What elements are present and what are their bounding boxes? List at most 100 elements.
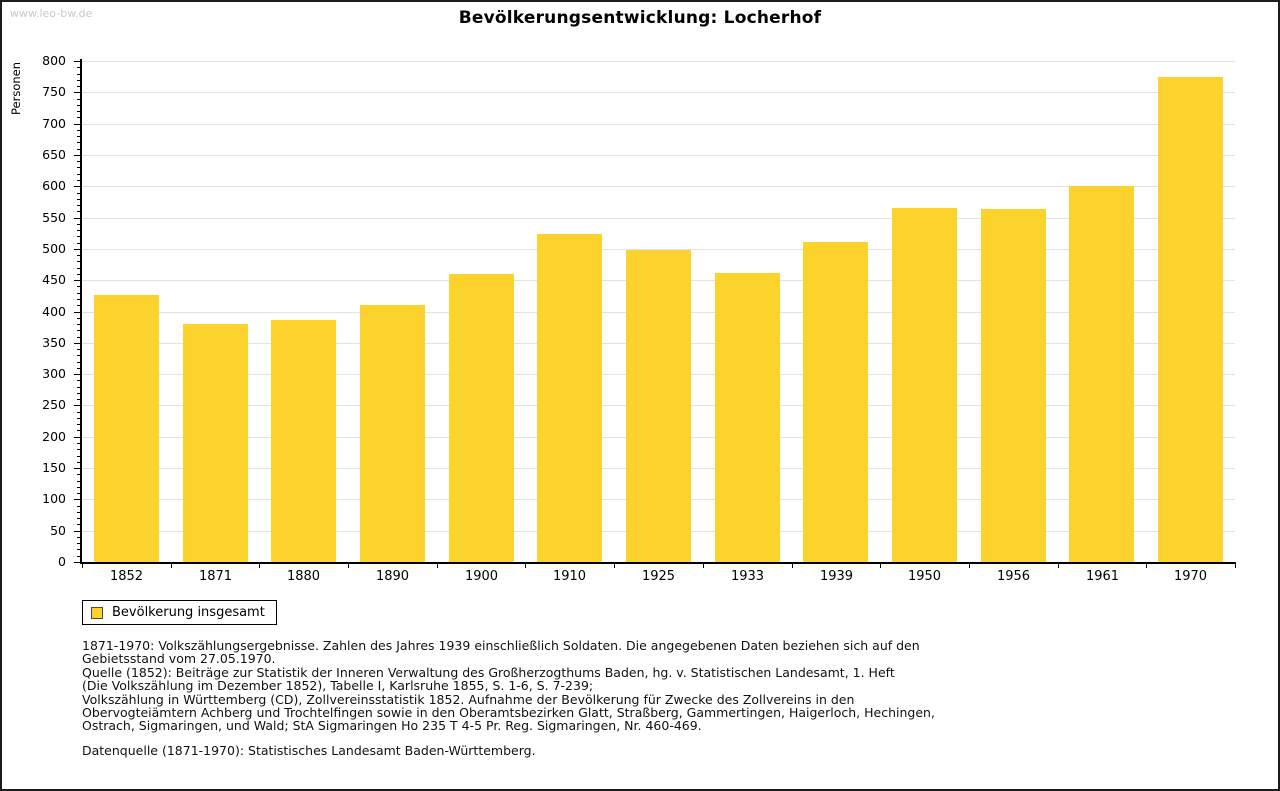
y-tick-label: 750 xyxy=(42,84,66,100)
y-minor-tick xyxy=(77,173,80,175)
y-minor-tick xyxy=(77,536,80,538)
y-minor-tick xyxy=(77,98,80,100)
y-minor-tick xyxy=(77,79,80,81)
y-minor-tick xyxy=(77,455,80,457)
y-minor-tick xyxy=(77,261,80,263)
y-major-tick xyxy=(74,92,80,94)
y-minor-tick xyxy=(77,161,80,163)
bar xyxy=(183,324,248,562)
y-minor-tick xyxy=(77,511,80,513)
y-tick-label: 50 xyxy=(50,522,66,538)
y-minor-tick xyxy=(77,198,80,200)
x-boundary-tick xyxy=(614,564,615,568)
gridline xyxy=(82,61,1235,62)
page-title: Bevölkerungsentwicklung: Locherhof xyxy=(458,8,822,28)
x-tick-label: 1852 xyxy=(109,569,144,584)
footnotes: 1871-1970: Volkszählungsergebnisse. Zahl… xyxy=(82,639,935,758)
y-minor-tick xyxy=(77,486,80,488)
y-minor-tick xyxy=(77,292,80,294)
x-axis: 1852 1871 1880 1890 1900 1910 1925 1933 1939 1950… xyxy=(82,564,1236,586)
footnote-line: Gebietsstand vom 27.05.1970. xyxy=(82,651,276,667)
bar xyxy=(537,234,602,562)
y-minor-tick xyxy=(77,167,80,169)
y-minor-tick xyxy=(77,355,80,357)
y-minor-tick xyxy=(77,205,80,207)
y-minor-tick xyxy=(77,136,80,138)
y-minor-tick xyxy=(77,443,80,444)
y-minor-tick xyxy=(77,524,80,526)
y-major-tick xyxy=(74,61,80,62)
gridline xyxy=(82,248,1235,250)
legend-swatch-icon xyxy=(91,606,103,619)
y-tick-label: 250 xyxy=(42,397,66,413)
y-tick-label: 300 xyxy=(42,366,66,382)
y-minor-tick xyxy=(77,148,80,150)
y-minor-tick xyxy=(77,474,80,476)
y-tick-label: 550 xyxy=(42,209,66,225)
footnote-line: (Die Volkszählung im Dezember 1852), Tab… xyxy=(82,678,594,694)
gridline xyxy=(82,92,1235,94)
footnote-lines: 1871-1970: Volkszählungsergebnisse. Zahl… xyxy=(82,639,935,733)
footnote-line: Volkszählung in Württemberg (CD), Zollve… xyxy=(82,691,855,707)
y-minor-tick xyxy=(77,424,80,426)
bar xyxy=(271,320,336,562)
y-minor-tick xyxy=(77,380,80,382)
bar xyxy=(892,208,957,562)
y-minor-tick xyxy=(77,411,80,413)
bar xyxy=(803,242,868,562)
y-tick-label: 500 xyxy=(42,240,66,256)
footnote-line: Obervogteiämtern Achberg und Trochtelfin… xyxy=(82,705,935,721)
y-minor-tick xyxy=(77,336,80,338)
y-major-tick xyxy=(74,123,80,125)
x-boundary-tick xyxy=(1058,564,1059,568)
y-minor-tick xyxy=(77,555,80,557)
legend-label: Bevölkerung insgesamt xyxy=(112,605,265,620)
x-boundary-tick xyxy=(437,564,438,568)
x-boundary-tick xyxy=(792,564,793,568)
x-tick-label: 1900 xyxy=(464,569,499,584)
y-minor-tick xyxy=(77,324,80,326)
y-minor-tick xyxy=(77,73,80,75)
y-minor-tick xyxy=(77,242,80,244)
x-tick-label: 1961 xyxy=(1085,569,1120,584)
watermark: www.leo-bw.de xyxy=(10,7,93,20)
y-minor-tick xyxy=(77,417,80,419)
y-major-tick xyxy=(74,405,80,407)
y-minor-tick xyxy=(77,361,80,363)
x-boundary-tick xyxy=(880,564,881,568)
gridline xyxy=(82,123,1235,125)
gridline xyxy=(82,217,1235,219)
y-tick-label: 600 xyxy=(42,178,66,194)
y-minor-tick xyxy=(77,67,80,69)
footnote-line: Ostrach, Sigmaringen, und Wald; StA Sigm… xyxy=(82,718,702,734)
x-boundary-tick xyxy=(1146,564,1147,568)
y-major-tick xyxy=(74,436,80,438)
x-boundary-tick xyxy=(171,564,172,568)
y-minor-tick xyxy=(77,549,80,551)
y-minor-tick xyxy=(77,273,80,275)
y-tick-label: 0 xyxy=(58,554,66,569)
x-tick-label: 1910 xyxy=(552,569,587,584)
y-minor-tick xyxy=(77,543,80,545)
x-tick-label: 1956 xyxy=(996,569,1031,584)
bar xyxy=(715,273,780,562)
y-major-tick xyxy=(74,280,80,282)
x-boundary-tick xyxy=(82,564,83,568)
y-major-tick xyxy=(74,499,80,501)
y-tick-label: 200 xyxy=(42,428,66,444)
x-tick-label: 1933 xyxy=(730,569,765,584)
y-minor-tick xyxy=(77,480,80,482)
y-tick-label: 350 xyxy=(42,334,66,350)
y-minor-tick xyxy=(77,192,80,194)
y-minor-tick xyxy=(77,399,80,401)
y-tick-label: 650 xyxy=(42,146,66,162)
y-tick-label: 700 xyxy=(42,115,66,131)
y-minor-tick xyxy=(77,493,80,495)
y-major-tick xyxy=(74,468,80,470)
y-minor-tick xyxy=(77,449,80,451)
y-minor-tick xyxy=(77,230,80,232)
y-major-tick xyxy=(74,530,80,532)
y-minor-tick xyxy=(77,142,80,144)
y-minor-tick xyxy=(77,330,80,332)
